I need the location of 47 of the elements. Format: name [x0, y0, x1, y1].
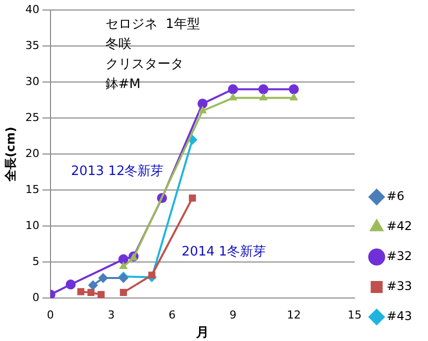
point	[228, 84, 238, 94]
point	[228, 92, 238, 100]
annotation: 鉢#M	[105, 76, 141, 92]
annotation: 冬咲	[105, 36, 132, 52]
point	[259, 92, 268, 100]
point	[77, 288, 84, 296]
legend-label: #42	[386, 219, 412, 234]
y-tick-label: 0	[32, 291, 40, 304]
y-tick-label: 30	[25, 74, 40, 88]
y-tick-label: 10	[25, 219, 40, 232]
legend-label: #43	[386, 309, 412, 324]
annotation: 2013 12冬新芽	[70, 164, 164, 179]
legend-label: #32	[386, 249, 412, 264]
point	[120, 288, 127, 296]
point	[119, 262, 128, 269]
x-tick-label: 0	[46, 308, 54, 322]
y-tick-label: 40	[25, 2, 40, 16]
y-tick-label: 5	[32, 255, 40, 268]
point	[118, 254, 128, 264]
y-axis-title: 全長(cm)	[3, 126, 18, 182]
legend-label: #6	[386, 189, 404, 204]
legend-label: #33	[386, 279, 412, 294]
x-tick-label: 6	[168, 308, 176, 322]
point	[98, 273, 108, 284]
point	[258, 84, 268, 94]
point	[288, 84, 299, 94]
point	[148, 272, 156, 279]
point	[198, 106, 207, 114]
x-tick-label: 12	[286, 308, 301, 322]
point	[88, 280, 98, 290]
point	[66, 280, 76, 290]
y-tick-label: 25	[25, 110, 40, 124]
point	[87, 288, 95, 296]
y-tick-label: 15	[25, 182, 40, 196]
x-tick-label: 15	[348, 308, 362, 322]
point	[289, 92, 298, 100]
point	[188, 194, 196, 202]
y-tick-label: 20	[25, 146, 40, 160]
point	[98, 291, 105, 298]
x-tick-label: 3	[108, 308, 115, 322]
text: セロジネ 1年型	[105, 16, 200, 32]
y-tick-label: 35	[25, 38, 40, 52]
annotation: クリスタータ	[105, 56, 184, 72]
x-tick-label: 9	[229, 308, 236, 322]
x-axis-title: 月	[195, 326, 210, 341]
annotation: 2014 1冬新芽	[182, 244, 266, 260]
point	[198, 98, 208, 109]
